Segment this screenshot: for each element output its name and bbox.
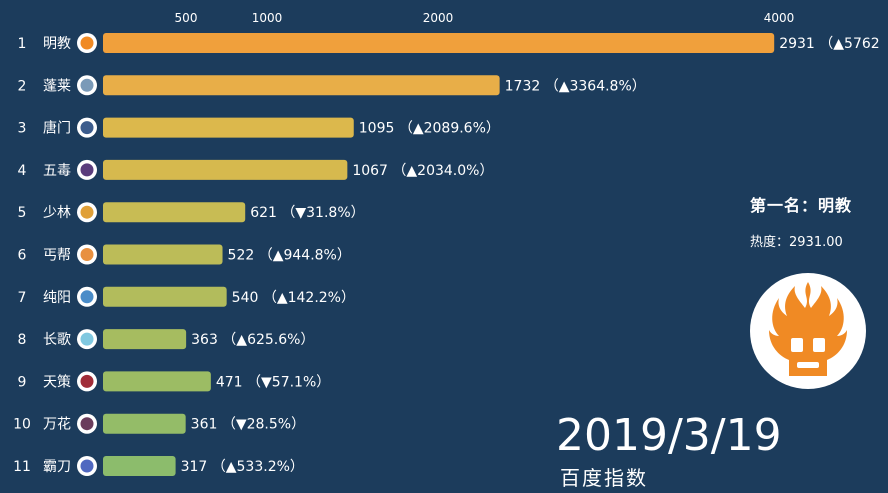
value-label: 522 （▲944.8%）	[228, 248, 351, 264]
rank-label: 4	[18, 163, 27, 179]
rank-label: 5	[18, 205, 27, 221]
date-label: 2019/3/19	[556, 410, 782, 461]
bars: 1 明教 2931 （▲5762 2 蓬莱 1732 （▲3364.8%） 3 唐门 1095 …	[13, 33, 880, 476]
category-label: 纯阳	[43, 290, 71, 306]
category-label: 唐门	[43, 120, 71, 137]
school-emblem-icon	[80, 332, 94, 346]
x-tick-label: 1000	[252, 11, 283, 25]
rank-label: 6	[18, 248, 27, 264]
bar	[103, 202, 246, 223]
value-label: 1095 （▲2089.6%）	[359, 121, 500, 137]
school-emblem-icon	[80, 78, 94, 92]
bar	[103, 286, 227, 307]
bar	[103, 244, 223, 265]
value-label: 2931 （▲5762	[779, 36, 879, 52]
x-tick-label: 2000	[423, 11, 454, 25]
flame-emblem-icon	[750, 273, 866, 389]
bar	[103, 117, 354, 138]
rank-label: 3	[18, 121, 27, 137]
rank-label: 8	[18, 332, 27, 348]
category-label: 蓬莱	[43, 78, 71, 94]
bar-row: 4 五毒 1067 （▲2034.0%）	[18, 159, 493, 180]
category-label: 霸刀	[43, 459, 71, 475]
x-tick-label: 4000	[764, 11, 795, 25]
value-label: 1067 （▲2034.0%）	[352, 163, 493, 179]
bar	[103, 159, 348, 180]
bar	[103, 33, 775, 53]
top-rank-heat: 热度：2931.00	[750, 235, 843, 250]
bar-row: 9 天策 471 （▼57.1%）	[18, 371, 330, 392]
school-emblem-icon	[80, 417, 94, 431]
bar	[103, 329, 187, 350]
bar	[103, 371, 211, 392]
school-emblem-icon	[80, 205, 94, 219]
category-label: 明教	[43, 36, 71, 52]
bar	[103, 75, 500, 96]
school-emblem-icon	[80, 163, 94, 177]
bar-row: 8 长歌 363 （▲625.6%）	[18, 329, 314, 350]
school-emblem-icon	[80, 290, 94, 304]
bar	[103, 413, 186, 434]
bar-row: 2 蓬莱 1732 （▲3364.8%）	[18, 75, 646, 96]
category-label: 少林	[43, 205, 71, 221]
category-label: 万花	[43, 417, 71, 433]
rank-label: 2	[18, 78, 27, 94]
x-axis: 500 1000 2000 4000	[175, 11, 795, 25]
school-emblem-icon	[80, 36, 94, 50]
rank-label: 11	[13, 459, 31, 475]
rank-label: 9	[18, 374, 27, 390]
value-label: 471 （▼57.1%）	[216, 374, 330, 390]
value-label: 363 （▲625.6%）	[191, 332, 314, 348]
category-label: 五毒	[43, 163, 71, 179]
x-tick-label: 500	[175, 11, 198, 25]
school-emblem-icon	[80, 248, 94, 261]
value-label: 317 （▲533.2%）	[181, 459, 304, 475]
school-emblem-icon	[80, 374, 94, 388]
category-label: 天策	[43, 373, 71, 390]
bar-row: 1 明教 2931 （▲5762	[18, 33, 880, 53]
bar-row: 11 霸刀 317 （▲533.2%）	[13, 456, 304, 476]
value-label: 361 （▼28.5%）	[191, 417, 305, 433]
rank-label: 10	[13, 417, 31, 433]
bar-row: 10 万花 361 （▼28.5%）	[13, 413, 305, 434]
bar-row: 7 纯阳 540 （▲142.2%）	[18, 286, 355, 307]
bar-row: 6 丐帮 522 （▲944.8%）	[18, 244, 351, 265]
bar	[103, 456, 176, 476]
school-emblem-icon	[80, 121, 94, 135]
bar-row: 3 唐门 1095 （▲2089.6%）	[18, 117, 500, 138]
value-label: 1732 （▲3364.8%）	[505, 78, 646, 94]
value-label: 621 （▼31.8%）	[250, 205, 364, 221]
bar-row: 5 少林 621 （▼31.8%）	[18, 202, 365, 223]
value-label: 540 （▲142.2%）	[232, 290, 355, 306]
chart-subtitle: 百度指数	[560, 466, 648, 490]
category-label: 丐帮	[43, 248, 71, 264]
rank-label: 7	[18, 290, 27, 306]
rank-label: 1	[18, 36, 27, 52]
school-emblem-icon	[80, 459, 94, 473]
category-label: 长歌	[43, 332, 71, 348]
top-rank-title: 第一名：明教	[750, 196, 853, 215]
